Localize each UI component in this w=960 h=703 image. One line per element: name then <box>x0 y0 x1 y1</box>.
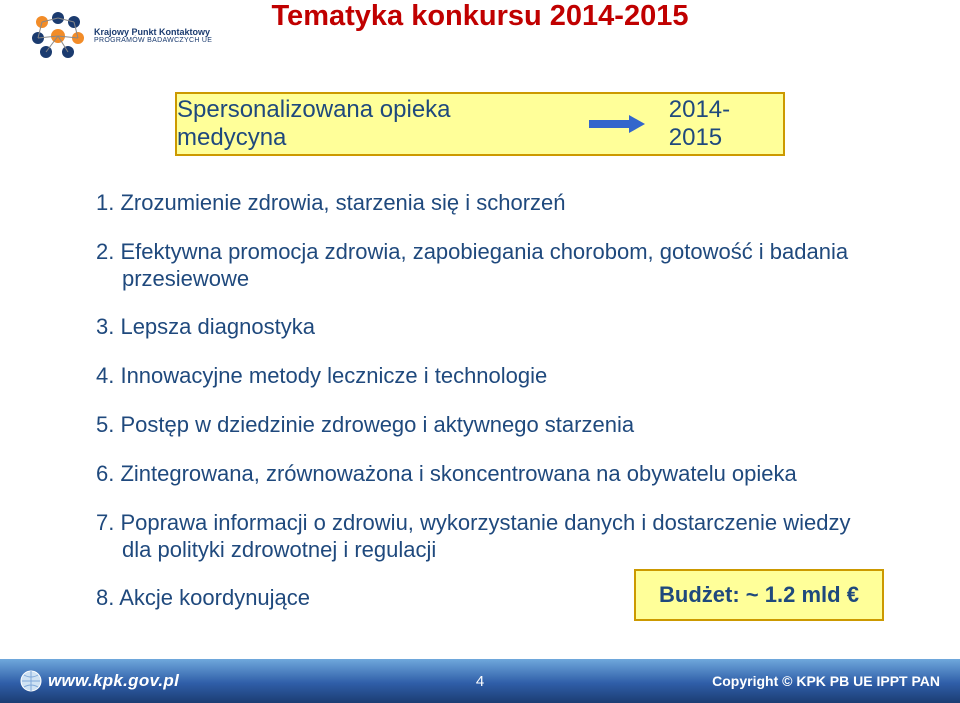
list-item: 1. Zrozumienie zdrowia, starzenia się i … <box>96 190 876 217</box>
logo-line1: Krajowy Punkt Kontaktowy <box>94 27 212 37</box>
globe-icon <box>20 670 42 692</box>
budget-label: Budżet: ~ 1.2 mld € <box>659 582 859 608</box>
logo-line2: PROGRAMÓW BADAWCZYCH UE <box>94 37 212 45</box>
slide: Krajowy Punkt Kontaktowy PROGRAMÓW BADAW… <box>0 0 960 703</box>
logo-icon <box>28 10 88 62</box>
list-item: 7. Poprawa informacji o zdrowiu, wykorzy… <box>96 510 876 564</box>
footer-bar: www.kpk.gov.pl 4 Copyright © KPK PB UE I… <box>0 659 960 703</box>
kpk-logo: Krajowy Punkt Kontaktowy PROGRAMÓW BADAW… <box>28 10 212 62</box>
footer-domain-text: www.kpk.gov.pl <box>48 671 179 691</box>
arrow-right-icon <box>589 115 645 133</box>
personalized-year: 2014-2015 <box>669 96 783 152</box>
logo-text: Krajowy Punkt Kontaktowy PROGRAMÓW BADAW… <box>94 27 212 45</box>
list-item: 3. Lepsza diagnostyka <box>96 314 876 341</box>
list-item: 4. Innowacyjne metody lecznicze i techno… <box>96 363 876 390</box>
personalized-box: Spersonalizowana opieka medycyna 2014-20… <box>175 92 785 156</box>
footer-domain: www.kpk.gov.pl <box>20 670 179 692</box>
list-item: 6. Zintegrowana, zrównoważona i skoncent… <box>96 461 876 488</box>
list-item: 2. Efektywna promocja zdrowia, zapobiega… <box>96 239 876 293</box>
personalized-label: Spersonalizowana opieka medycyna <box>177 96 565 152</box>
topic-list: 1. Zrozumienie zdrowia, starzenia się i … <box>96 190 876 634</box>
list-item: 5. Postęp w dziedzinie zdrowego i aktywn… <box>96 412 876 439</box>
page-number: 4 <box>476 673 484 690</box>
footer-copyright: Copyright © KPK PB UE IPPT PAN <box>712 673 940 689</box>
budget-box: Budżet: ~ 1.2 mld € <box>634 569 884 621</box>
